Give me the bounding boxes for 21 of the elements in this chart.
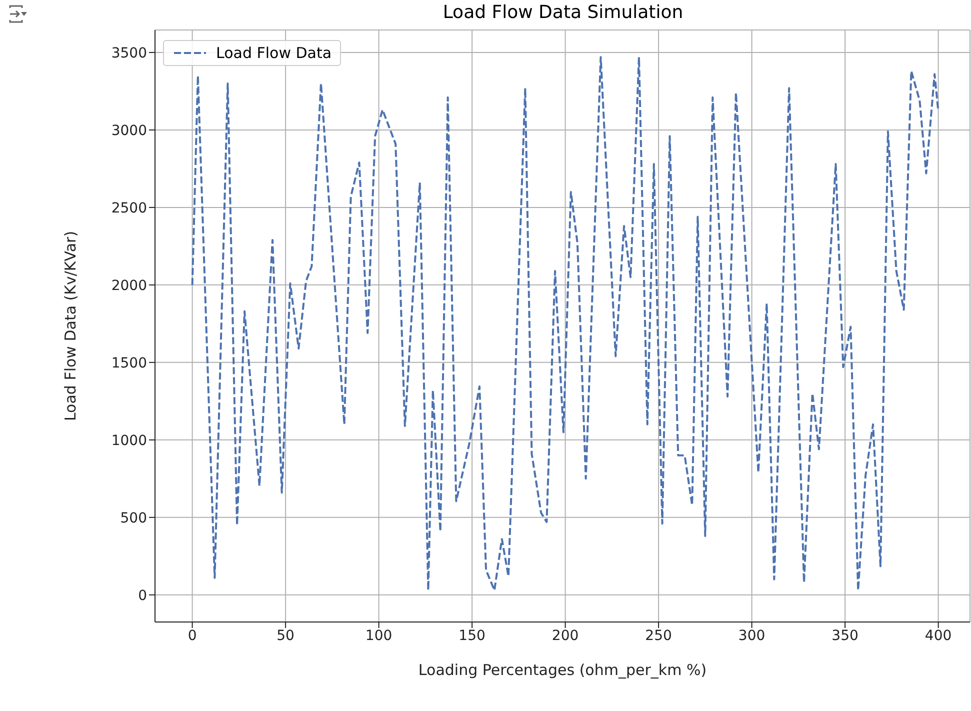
x-tick-label: 150: [458, 628, 486, 644]
y-tick-label: 3000: [111, 122, 147, 139]
legend-label: Load Flow Data: [216, 44, 332, 62]
y-tick-label: 2500: [111, 200, 147, 216]
x-tick-label: 100: [365, 628, 392, 644]
x-tick-label: 200: [552, 628, 579, 644]
x-tick-label: 0: [188, 628, 197, 644]
y-tick-label: 1000: [111, 432, 147, 449]
x-axis-title: Loading Percentages (ohm_per_km %): [418, 661, 707, 679]
y-tick-label: 3500: [111, 45, 147, 62]
y-tick-label: 2000: [111, 278, 147, 294]
y-tick-label: 500: [120, 510, 147, 526]
y-tick-label: 0: [138, 588, 147, 604]
x-tick-label: 50: [276, 628, 294, 644]
y-axis-title: Load Flow Data (Kv/KVar): [61, 230, 80, 422]
y-tick-label: 1500: [111, 355, 147, 372]
x-tick-label: 350: [832, 628, 858, 644]
x-tick-label: 400: [924, 628, 952, 644]
x-tick-label: 250: [645, 628, 672, 644]
x-tick-label: 300: [738, 628, 766, 644]
chart-title: Load Flow Data Simulation: [442, 2, 684, 23]
